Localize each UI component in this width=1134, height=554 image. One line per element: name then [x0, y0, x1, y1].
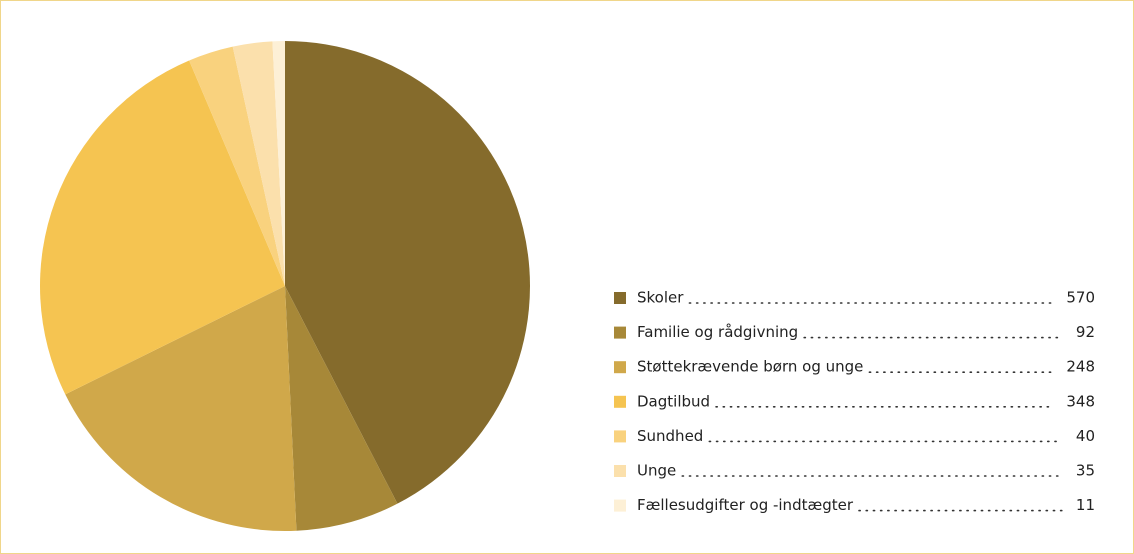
legend-value: 92 — [1076, 323, 1095, 341]
pie-slice — [39, 60, 285, 395]
legend-swatch — [614, 292, 626, 304]
legend-label: Skoler — [637, 289, 684, 307]
pie-slice — [65, 286, 297, 531]
pie-slice — [285, 286, 398, 531]
legend-label: Sundhed — [637, 427, 703, 445]
legend-value: 11 — [1076, 496, 1095, 514]
pie-slice — [232, 41, 285, 286]
pie-slice — [285, 41, 530, 504]
pie-slice — [189, 46, 285, 286]
legend-value: 35 — [1076, 462, 1095, 480]
legend-swatch — [614, 430, 626, 443]
legend-label: Dagtilbud — [637, 392, 710, 410]
legend-swatch — [614, 361, 626, 374]
legend-value: 248 — [1066, 358, 1095, 376]
legend-swatch — [614, 326, 626, 339]
legend-label: Fællesudgifter og -indtægter — [637, 496, 854, 514]
legend-label: Unge — [637, 462, 676, 480]
legend-swatch — [614, 395, 626, 408]
legend-swatch — [614, 499, 626, 512]
legend-swatch — [614, 465, 626, 477]
pie-slice — [272, 41, 285, 286]
legend-value: 570 — [1066, 289, 1095, 307]
legend-value: 40 — [1076, 427, 1095, 445]
legend-value: 348 — [1066, 392, 1095, 410]
legend-label: Støttekrævende børn og unge — [637, 358, 863, 376]
legend-label: Familie og rådgivning — [637, 323, 798, 341]
